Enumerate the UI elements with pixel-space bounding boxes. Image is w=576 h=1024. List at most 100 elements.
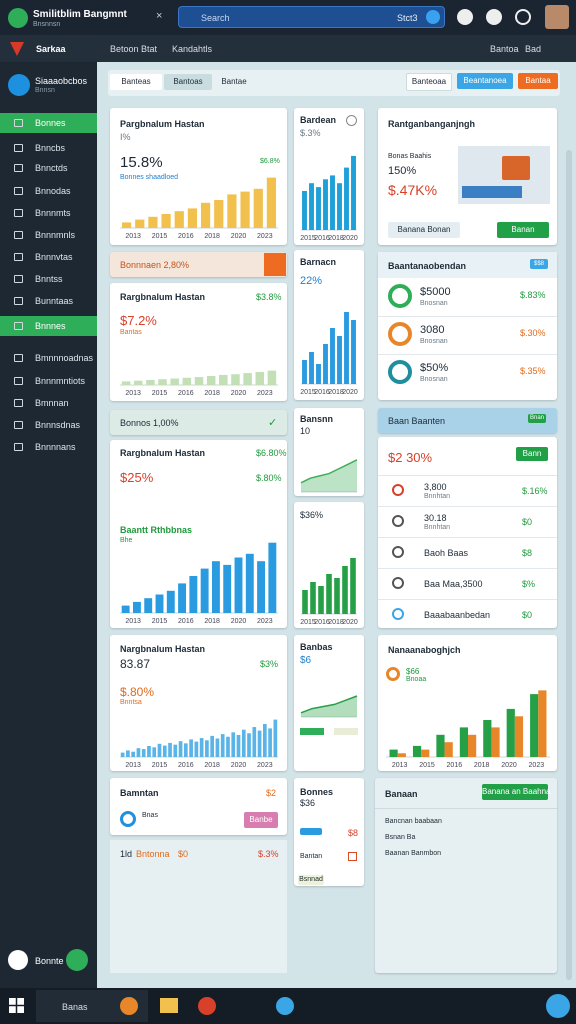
start-button[interactable] (9, 998, 24, 1013)
nav-label: Bmnnnoadnas (35, 353, 94, 363)
nav-label: Bnnnsdnas (35, 420, 81, 430)
button[interactable]: Bantaa (518, 73, 558, 89)
avatar[interactable] (545, 5, 569, 29)
chart: 2013 2015 2016 2018 2020 2023 (120, 177, 278, 240)
bar (147, 746, 151, 757)
item-text: Bantan (300, 853, 323, 860)
bar (344, 167, 349, 230)
button[interactable]: Banana an Baahna (482, 784, 551, 800)
chat-button[interactable] (66, 949, 88, 971)
row-change: $.30% (520, 328, 546, 338)
button[interactable]: Beantanoea (457, 73, 513, 89)
x-tick-label: 2020 (342, 389, 358, 396)
icon[interactable] (457, 9, 473, 25)
notification[interactable] (546, 994, 570, 1018)
tab[interactable]: Bantae (221, 77, 247, 86)
strip-button[interactable] (264, 253, 286, 276)
nav-item[interactable]: Bnnnmnls (0, 225, 97, 245)
row-text: $0 (178, 849, 189, 859)
menu-item[interactable]: Kandahtls (172, 44, 213, 54)
menu-item[interactable]: Betoon Btat (110, 44, 158, 54)
nav-item[interactable]: Bnnnmntiots (0, 371, 97, 391)
nav-item[interactable]: Bonnes (0, 113, 97, 133)
row-text: 1ld (120, 849, 133, 859)
card-tag: $$8 (530, 259, 548, 269)
app-icon[interactable] (160, 998, 178, 1013)
x-tick-label: 2015 (152, 762, 168, 769)
nav-item[interactable]: Bnncbs (0, 138, 97, 158)
bar (189, 576, 198, 613)
button[interactable]: Banan (497, 222, 549, 238)
nav-item[interactable]: Bunntaas (0, 291, 97, 311)
bar (132, 601, 141, 613)
alert-strip: Bonnnaen 2,80% (110, 252, 287, 277)
scrollbar[interactable] (566, 150, 572, 980)
card-title: Banaan (385, 789, 418, 799)
app-icon[interactable] (120, 997, 138, 1015)
card-title: Bonnes (300, 787, 334, 797)
button[interactable]: Banbe (244, 812, 278, 828)
app-icon[interactable] (276, 997, 294, 1015)
button[interactable]: Bsnnad (298, 875, 324, 885)
chart-card: Nanaanaboghjch $66 Bnoaa 2013 2015 2016 201… (378, 635, 557, 771)
taskbar: Banas (0, 988, 576, 1024)
app-icon[interactable] (198, 997, 216, 1015)
nav-item[interactable]: Bnnctds (0, 158, 97, 178)
nav-item[interactable]: Bnntss (0, 269, 97, 289)
divider (378, 568, 557, 569)
section-header: Baan Baanten Bnan (378, 408, 557, 433)
bar (226, 736, 230, 757)
nav-item[interactable]: Bnnnvtas (0, 247, 97, 267)
row-text: $.3% (258, 849, 279, 859)
pill (300, 828, 322, 835)
nav-item[interactable]: Bnnnes (0, 316, 97, 336)
tab[interactable]: Bantoas (164, 74, 212, 90)
header-link[interactable]: Bad (525, 44, 542, 54)
brand: Sarkaa (36, 44, 66, 54)
close-tab[interactable]: × (156, 10, 163, 22)
row-icon (392, 577, 404, 589)
nav-item[interactable]: Bmnnan (0, 393, 97, 413)
header-link[interactable]: Bantoa (490, 44, 519, 54)
bar (241, 729, 246, 757)
button[interactable]: Banteoaa (406, 73, 452, 91)
nav-label: Bnntss (35, 274, 63, 284)
bar (189, 739, 193, 757)
kpi-card: Pargbnalum Hastan I% 15.8% Bonnes shaadl… (110, 108, 287, 245)
mini-card: Bansnn 10 (294, 408, 364, 496)
chart: 2013 2015 2016 2018 2020 2023 (386, 690, 550, 769)
bar (236, 735, 241, 757)
bar (155, 594, 164, 613)
section-title: Baan Baanten (388, 416, 446, 426)
button[interactable]: Banana Bonan (388, 222, 460, 238)
card-value: 10 (300, 426, 311, 436)
icon[interactable] (486, 9, 502, 25)
tab[interactable]: Banteas (110, 74, 162, 90)
nav-item[interactable]: Bnnnnans (0, 437, 97, 457)
search-button[interactable] (426, 10, 440, 24)
row-sub: Bnnhtan (424, 493, 451, 500)
bar (351, 320, 356, 384)
nav-label: Bnnnmnls (35, 230, 76, 240)
bar (227, 194, 237, 228)
card-tag: $3% (260, 659, 279, 669)
nav-item[interactable]: Bnnodas (0, 181, 97, 201)
bar (211, 561, 220, 613)
nav-icon (14, 377, 23, 385)
bar (120, 752, 125, 757)
bar (144, 598, 153, 613)
kpi-card: Nargbnalum Hastan 83.87 $3% $.80% Bnntsa… (110, 635, 287, 771)
nav-item[interactable]: Bnnnmts (0, 203, 97, 223)
button[interactable]: Bann (516, 447, 548, 461)
bar (262, 724, 267, 757)
row-sub: Bnnhtan (424, 524, 451, 531)
x-tick-label: 2018 (204, 618, 220, 625)
bar (530, 694, 539, 757)
x-tick-label: 2023 (257, 390, 273, 397)
nav-item[interactable]: Bnnnsdnas (0, 415, 97, 435)
nav-icon (14, 253, 23, 261)
search-bar[interactable]: Search Stct3 (178, 6, 445, 28)
settings-icon[interactable] (515, 9, 531, 25)
nav-item[interactable]: Bmnnnoadnas (0, 348, 97, 368)
bar (187, 208, 198, 228)
